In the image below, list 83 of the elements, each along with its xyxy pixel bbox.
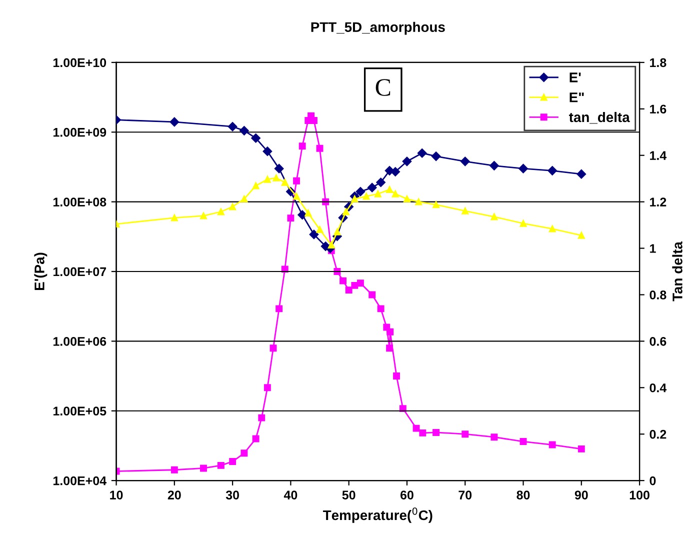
point (293, 192, 300, 200)
point (281, 178, 288, 186)
point (415, 198, 422, 206)
y-tick-label: 1.00E+08 (53, 198, 106, 206)
y2-tick-label: 0.2 (650, 430, 666, 439)
point (262, 146, 272, 156)
annotation: C (376, 79, 390, 96)
y2-tick-label: 1.4 (650, 151, 667, 160)
point (170, 117, 180, 127)
point (240, 195, 248, 202)
point (462, 207, 469, 214)
x-axis-title: Temperature($^{0}$C) (322, 507, 432, 523)
y2-tick-label: 1.2 (650, 198, 666, 206)
point (490, 161, 499, 170)
point (334, 228, 341, 236)
point (170, 214, 178, 222)
y-tick-label: 1.00E+04 (53, 476, 106, 486)
point (520, 220, 527, 227)
y2-tick-label: 1.8 (650, 58, 666, 68)
point (490, 213, 498, 220)
point (374, 190, 382, 198)
point (217, 208, 224, 216)
y-tick-label: 1.00E+06 (53, 336, 106, 346)
point (200, 212, 207, 220)
point (252, 182, 260, 190)
point (367, 182, 377, 192)
point (351, 195, 358, 202)
legend-label: E' (570, 72, 581, 82)
legend-label: tan_delta (569, 112, 630, 124)
point (576, 169, 586, 179)
point (304, 210, 312, 217)
x-tick-label: 50 (342, 490, 356, 500)
y2-tick-label: 1 (650, 244, 656, 253)
x-tick-label: 70 (458, 490, 472, 500)
x-tick-label: 40 (284, 490, 298, 500)
point (328, 242, 335, 248)
point (431, 152, 441, 161)
y-tick-label: 1.00E+07 (53, 267, 106, 276)
point (228, 122, 238, 132)
legend-label: E" (570, 92, 584, 102)
point (376, 178, 386, 188)
y-axis-title: E'(Pa) (34, 252, 48, 290)
y2-tick-label: 0.4 (650, 383, 667, 392)
x-tick-label: 20 (168, 490, 181, 500)
point (548, 225, 556, 232)
point (417, 148, 427, 158)
y2-tick-label: 0.8 (650, 290, 666, 300)
point (390, 167, 400, 176)
y2-tick-label: 0.6 (650, 336, 666, 346)
point (356, 187, 366, 196)
point (274, 164, 284, 174)
y-tick-label: 1.00E+09 (53, 128, 106, 137)
point (240, 126, 249, 136)
point (309, 230, 319, 240)
point (251, 134, 260, 143)
point (548, 166, 557, 176)
point (402, 156, 412, 166)
point (229, 203, 236, 210)
point (272, 174, 280, 182)
point (264, 176, 271, 183)
point (342, 208, 350, 216)
y-tick-label: 1.00E+05 (53, 406, 106, 416)
x-tick-label: 60 (400, 490, 414, 500)
point (392, 190, 399, 198)
y2-tick-label: 0 (650, 476, 656, 486)
point (316, 226, 324, 234)
point (578, 232, 585, 239)
x-tick-label: 30 (226, 490, 239, 500)
y2-axis-title: Tan delta (672, 241, 682, 302)
point (404, 195, 410, 202)
point (432, 201, 440, 208)
point (298, 210, 307, 220)
x-tick-label: 10 (110, 490, 123, 500)
point (518, 164, 528, 174)
x-tick-label: 80 (516, 490, 530, 500)
x-tick-label: 100 (630, 490, 650, 500)
y2-tick-label: 1.6 (650, 104, 666, 114)
point (460, 156, 470, 166)
point (362, 192, 370, 200)
point (386, 186, 394, 194)
y-tick-label: 1.00E+10 (53, 58, 106, 68)
x-tick-label: 90 (574, 490, 588, 500)
chart-title: PTT_5D_amorphous (311, 22, 445, 35)
